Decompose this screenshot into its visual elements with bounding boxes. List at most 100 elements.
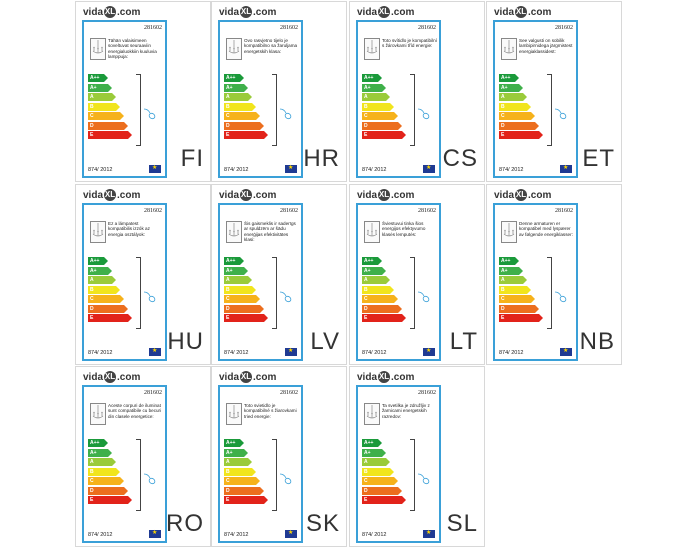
energy-class-bar: B — [224, 285, 256, 294]
compatibility-bracket — [410, 257, 415, 329]
compatibility-bracket — [272, 74, 277, 146]
regulation-number: 874/ 2012 — [88, 532, 113, 538]
energy-class-bars: A++ A+ A B C D E — [499, 257, 543, 324]
energy-class-bar: D — [362, 304, 402, 313]
language-code: SL — [446, 510, 478, 537]
energy-label-card: vida XL .com 281602 Ez a lámpatest kompatibi… — [75, 184, 211, 365]
energy-class-bar: E — [224, 496, 268, 504]
energy-label-card: vida XL .com 281602 Aceste corpuri de ilumin… — [75, 366, 211, 547]
eu-flag-icon — [423, 529, 435, 538]
compatibility-text: Denne armaturen er kompatibel med lyspær… — [519, 221, 573, 237]
brand-logo-post: .com — [117, 190, 141, 201]
chandelier-icon — [364, 38, 380, 60]
brand-logo-mark: XL — [515, 6, 528, 19]
energy-class-bar: A++ — [362, 74, 382, 82]
brand-logo: vida XL .com — [83, 371, 140, 385]
energy-label: 281602 Denne armaturen er kompatibel med … — [493, 203, 578, 361]
energy-class-bar: A++ — [88, 257, 108, 265]
chandelier-icon — [226, 38, 242, 60]
product-code: 281602 — [144, 390, 162, 396]
energy-label: 281602 Ovo rasvjetno tijelo je kompatibil… — [218, 20, 303, 178]
brand-logo-post: .com — [117, 372, 141, 383]
bulb-icon — [142, 290, 156, 309]
product-code: 281602 — [280, 25, 298, 31]
energy-class-bar: A — [88, 93, 116, 101]
energy-class-bar: E — [88, 496, 132, 504]
energy-class-bar: E — [88, 131, 132, 139]
brand-logo: vida XL .com — [83, 189, 140, 203]
energy-class-bars: A++ A+ A B C D E — [88, 74, 132, 141]
eu-flag-icon — [285, 529, 297, 538]
brand-logo-pre: vida — [219, 7, 240, 18]
energy-class-bar: B — [362, 467, 394, 476]
energy-class-bar: A — [362, 458, 390, 466]
energy-class-bars: A++ A+ A B C D E — [88, 439, 132, 506]
energy-class-bar: A++ — [499, 257, 519, 265]
chandelier-icon — [501, 221, 517, 243]
product-code: 281602 — [280, 208, 298, 214]
compatibility-bracket — [547, 257, 552, 329]
compatibility-text: Toto svietidlo je kompatibilné s žiarovk… — [244, 403, 297, 419]
compatibility-bracket — [272, 257, 277, 329]
chandelier-icon — [226, 221, 242, 243]
brand-logo-pre: vida — [83, 190, 104, 201]
energy-class-bar: C — [224, 112, 260, 120]
energy-class-bar: D — [88, 486, 128, 495]
eu-flag-icon — [149, 164, 161, 173]
energy-class-bars: A++ A+ A B C D E — [362, 74, 406, 141]
energy-class-bars: A++ A+ A B C D E — [88, 257, 132, 324]
language-code: LT — [449, 328, 478, 355]
language-code: CS — [442, 145, 478, 172]
energy-class-bar: A+ — [362, 448, 386, 457]
compatibility-bracket — [547, 74, 552, 146]
energy-class-bar: E — [362, 496, 406, 504]
language-code: NB — [579, 328, 615, 355]
energy-class-bar: A — [88, 276, 116, 284]
compatibility-bracket — [410, 74, 415, 146]
product-code: 281602 — [280, 390, 298, 396]
energy-class-bars: A++ A+ A B C D E — [362, 439, 406, 506]
brand-logo-mark: XL — [515, 189, 528, 202]
energy-class-bar: A++ — [362, 439, 382, 447]
regulation-number: 874/ 2012 — [362, 350, 387, 356]
energy-class-bar: C — [224, 477, 260, 485]
energy-class-bar: B — [362, 285, 394, 294]
energy-class-bar: A — [224, 458, 252, 466]
brand-logo: vida XL .com — [83, 6, 140, 20]
compatibility-text: Šis gaismeklis ir saderīgs ar spuldzēm a… — [244, 221, 296, 243]
energy-class-bar: A — [362, 93, 390, 101]
compatibility-bracket — [136, 439, 141, 511]
energy-class-bars: A++ A+ A B C D E — [362, 257, 406, 324]
bulb-icon — [278, 107, 292, 126]
brand-logo-pre: vida — [83, 7, 104, 18]
chandelier-icon — [90, 403, 106, 425]
brand-logo-pre: vida — [357, 7, 378, 18]
energy-class-bars: A++ A+ A B C D E — [224, 257, 268, 324]
language-code: HU — [167, 328, 204, 355]
energy-class-bar: A+ — [88, 448, 112, 457]
energy-class-bar: B — [224, 467, 256, 476]
energy-class-bar: D — [362, 486, 402, 495]
compatibility-text: Ez a lámpatest kompatibilis izzók az ene… — [108, 221, 150, 237]
energy-class-bar: D — [224, 304, 264, 313]
energy-label: 281602 Šviestuvui tinka šios energijos ef… — [356, 203, 441, 361]
energy-label-card: vida XL .com 281602 See valgusti on sobilik … — [486, 1, 622, 182]
language-code: SK — [305, 510, 340, 537]
energy-class-bar: A++ — [88, 439, 108, 447]
energy-label: 281602 Ta svetilka je združljiv z žarnica… — [356, 385, 441, 543]
brand-logo-post: .com — [528, 7, 552, 18]
energy-class-bar: A++ — [499, 74, 519, 82]
energy-class-bar: C — [362, 112, 398, 120]
energy-label: 281602 Ez a lámpatest kompatibilis izzók … — [82, 203, 167, 361]
brand-logo-post: .com — [391, 372, 415, 383]
energy-class-bar: A++ — [224, 439, 244, 447]
energy-class-bar: D — [499, 304, 539, 313]
product-code: 281602 — [144, 208, 162, 214]
compatibility-bracket — [136, 74, 141, 146]
language-code: FI — [180, 145, 204, 172]
chandelier-icon — [364, 403, 380, 425]
bulb-icon — [416, 107, 430, 126]
chandelier-icon — [90, 221, 106, 243]
brand-logo-post: .com — [253, 190, 277, 201]
